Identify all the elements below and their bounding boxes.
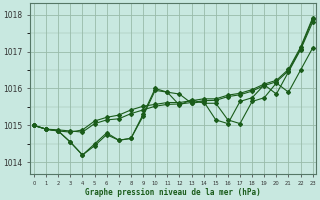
X-axis label: Graphe pression niveau de la mer (hPa): Graphe pression niveau de la mer (hPa) [85,188,261,197]
